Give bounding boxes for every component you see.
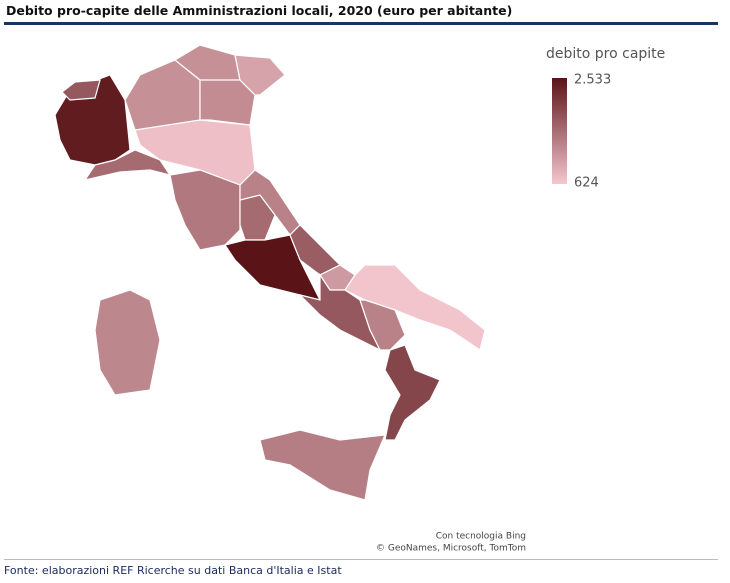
region (94, 289, 161, 396)
title: Debito pro-capite delle Amministrazioni … (6, 3, 513, 18)
region (234, 54, 286, 96)
legend-title: debito pro capite (546, 46, 665, 62)
region (384, 344, 441, 441)
region (359, 299, 406, 351)
legend-tick-label: 2.533 (574, 73, 611, 88)
region (61, 79, 101, 101)
legend-gradient (552, 78, 567, 184)
source: Fonte: elaborazioni REF Ricerche su dati… (4, 564, 342, 577)
region (259, 429, 386, 501)
region (169, 169, 241, 251)
attribution: Con tecnologia Bing (436, 532, 526, 542)
legend-tick-label: 624 (574, 176, 599, 191)
attribution: © GeoNames, Microsoft, TomTom (376, 544, 526, 554)
title-rule (4, 22, 718, 25)
source-rule (4, 559, 718, 560)
